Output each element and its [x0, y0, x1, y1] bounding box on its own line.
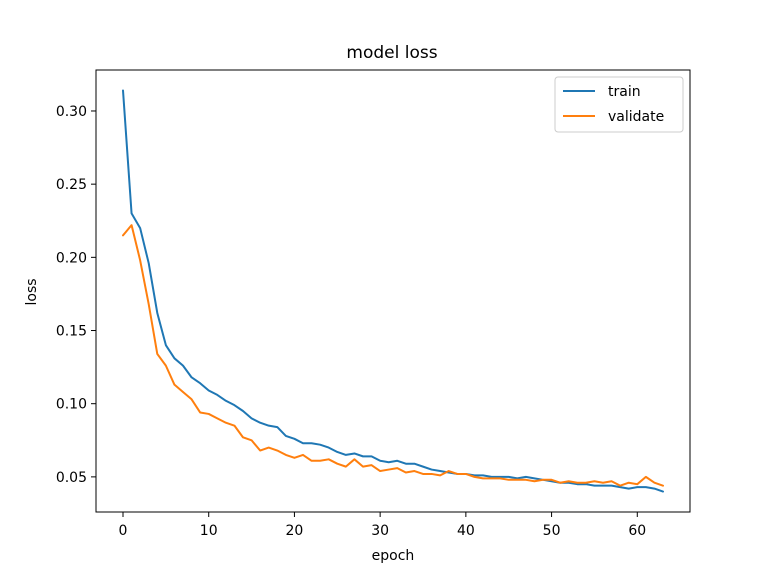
x-tick-label: 60	[628, 523, 646, 539]
y-tick-label: 0.05	[56, 470, 87, 486]
x-tick-label: 0	[119, 523, 128, 539]
x-tick-label: 10	[200, 523, 218, 539]
x-tick-label: 40	[457, 523, 475, 539]
x-axis-label: epoch	[372, 548, 415, 564]
plot-area	[96, 70, 690, 512]
series-lines	[122, 89, 664, 493]
series-line-validate	[122, 224, 664, 487]
legend-label-validate: validate	[608, 109, 664, 125]
legend-label-train: train	[608, 84, 641, 100]
y-axis-label: loss	[24, 278, 40, 305]
y-tick-label: 0.15	[56, 324, 87, 340]
x-tick-label: 20	[286, 523, 304, 539]
plot-frame	[95, 69, 691, 513]
x-axis: 0 10 20 30 40 50 60	[119, 512, 646, 539]
series-line-train	[122, 89, 664, 493]
x-tick-label: 30	[371, 523, 389, 539]
chart-title: model loss	[346, 43, 437, 63]
y-tick-label: 0.25	[56, 177, 87, 193]
legend: train validate	[554, 76, 684, 133]
y-tick-label: 0.10	[56, 397, 87, 413]
y-tick-label: 0.20	[56, 250, 87, 266]
x-tick-label: 50	[543, 523, 561, 539]
y-tick-label: 0.30	[56, 104, 87, 120]
y-axis: 0.05 0.10 0.15 0.20 0.25 0.30	[56, 104, 96, 486]
